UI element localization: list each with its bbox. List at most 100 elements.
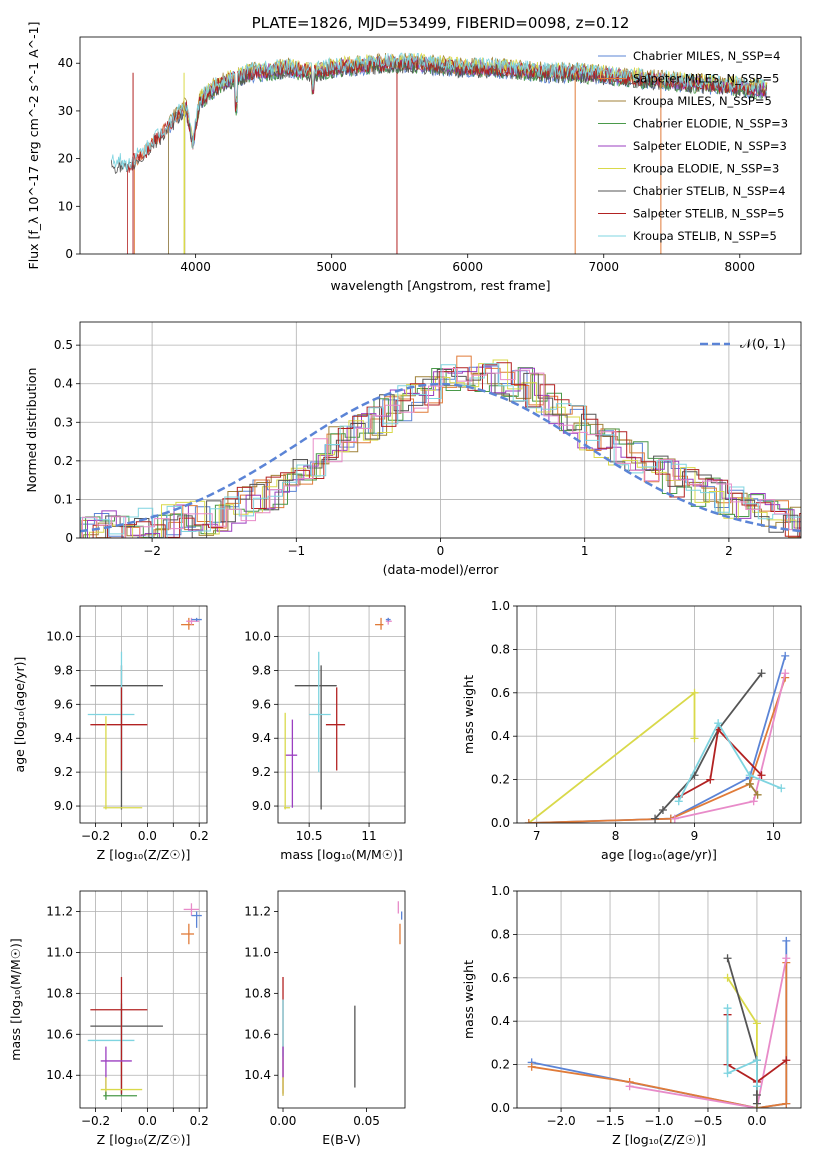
- x-tick-label: −1.0: [644, 1114, 673, 1128]
- axes-frame: [277, 890, 406, 1109]
- mass-weight-line: [629, 958, 788, 1108]
- y-axis-label: mass weight: [461, 960, 476, 1039]
- y-tick-label: 11.2: [244, 904, 271, 918]
- plot-area: [283, 617, 392, 810]
- x-tick-label: 6000: [452, 260, 483, 274]
- mass-weight-marker: [782, 954, 791, 963]
- x-tick-label: 11: [361, 829, 376, 843]
- mass-weight-marker: [527, 1062, 536, 1071]
- panel-6: 0.00 0.05 10.4 10.6 10.8 11.0 11.2 E(B-V): [244, 890, 406, 1147]
- x-tick-label: 0.0: [138, 1114, 157, 1128]
- x-tick-label: 0: [437, 544, 445, 558]
- errorbar-point: [181, 923, 195, 945]
- spectrum-line: [110, 52, 768, 172]
- x-tick-label: −0.5: [693, 1114, 722, 1128]
- legend-label: Kroupa MILES, N_SSP=5: [633, 94, 772, 108]
- chart-title: PLATE=1826, MJD=53499, FIBERID=0098, z=0…: [252, 14, 630, 32]
- normal-reference-curve: [80, 382, 801, 533]
- x-tick-label: 0.0: [747, 1114, 766, 1128]
- x-tick-label: 1: [581, 544, 589, 558]
- mass-weight-marker: [723, 1004, 732, 1013]
- x-axis-label: (data-model)/error: [383, 562, 500, 577]
- axes-frame: [79, 890, 208, 1109]
- y-tick-label: 9.6: [252, 697, 271, 711]
- y-tick-label: 0.2: [491, 1058, 510, 1072]
- y-axis-label: mass [log₁₀(M/M☉)]: [8, 938, 23, 1060]
- y-tick-label: 0.8: [491, 642, 510, 656]
- mass-weight-marker: [745, 779, 754, 788]
- x-tick-label: −2.0: [546, 1114, 575, 1128]
- mass-weight-marker: [714, 719, 723, 728]
- mass-weight-marker: [782, 1099, 791, 1108]
- mass-weight-marker: [745, 771, 754, 780]
- legend-label: Chabrier ELODIE, N_SSP=3: [633, 117, 788, 131]
- x-axis-label: wavelength [Angstrom, rest frame]: [330, 278, 550, 293]
- mass-weight-marker: [723, 973, 732, 982]
- x-tick-label: −1: [287, 544, 305, 558]
- mass-weight-marker: [723, 1069, 732, 1078]
- y-tick-label: 10.6: [244, 1027, 271, 1041]
- legend-label: Kroupa STELIB, N_SSP=5: [633, 229, 777, 243]
- errorbar-point: [385, 617, 391, 622]
- plot-area: [527, 936, 791, 1108]
- x-axis-label: mass [log₁₀(M/M☉)]: [280, 847, 402, 862]
- plot-area: [524, 651, 790, 823]
- x-tick-label: −2: [143, 544, 161, 558]
- axes-frame: [79, 36, 802, 255]
- mass-weight-marker: [690, 688, 699, 697]
- y-tick-label: 11.0: [46, 945, 73, 959]
- y-tick-label: 0.0: [491, 1101, 510, 1115]
- y-tick-label: 9.0: [54, 799, 73, 813]
- x-tick-label: 0.2: [190, 1114, 209, 1128]
- histogram-series: [92, 362, 801, 538]
- mass-weight-marker: [670, 814, 679, 823]
- errorbar-point: [294, 665, 337, 810]
- panel-2: −0.2 0.0 0.2 9.0 9.2 9.4 9.6 9.8 10.0 Z [log₁₀(Z/…: [12, 605, 209, 862]
- y-tick-label: 11.0: [244, 945, 271, 959]
- x-tick-label: 10: [766, 829, 781, 843]
- y-tick-label: 1.0: [491, 884, 510, 898]
- spectrum-line: [184, 52, 768, 254]
- mass-weight-marker: [625, 1082, 634, 1091]
- y-axis-label: Normed distribution: [24, 368, 39, 493]
- x-tick-label: 0.05: [353, 1114, 380, 1128]
- mass-weight-marker: [752, 1082, 761, 1091]
- x-axis-label: Z [log₁₀(Z/Z☉)]: [612, 1132, 706, 1147]
- errorbar-point: [90, 687, 148, 771]
- legend-label: 𝒩(0, 1): [740, 336, 786, 351]
- y-tick-label: 9.8: [54, 663, 73, 677]
- mass-weight-line: [748, 783, 759, 796]
- spectrum-line: [110, 58, 768, 174]
- x-tick-label: 2: [725, 544, 733, 558]
- errorbar-point: [90, 1003, 163, 1096]
- y-tick-label: 0.4: [491, 729, 510, 743]
- x-tick-label: 8: [612, 829, 620, 843]
- y-tick-label: 11.2: [46, 904, 73, 918]
- mass-weight-line: [677, 721, 782, 802]
- y-tick-label: 10.0: [244, 630, 271, 644]
- legend-label: Chabrier STELIB, N_SSP=4: [633, 184, 785, 198]
- mass-weight-marker: [781, 669, 790, 678]
- legend-label: Salpeter STELIB, N_SSP=5: [633, 207, 784, 221]
- errorbar-point: [191, 911, 202, 928]
- panel-3: 10.5 11 9.0 9.2 9.4 9.6 9.8 10.0 mass [log₁₀(M/M…: [244, 605, 406, 862]
- x-axis-label: age [log₁₀(age/yr)]: [601, 847, 717, 862]
- y-tick-label: 0.4: [491, 1014, 510, 1028]
- histogram-series: [88, 359, 801, 538]
- y-tick-label: 0.2: [491, 773, 510, 787]
- errorbar-point: [103, 716, 143, 810]
- histogram-series: [82, 368, 801, 538]
- y-tick-label: 1.0: [491, 599, 510, 613]
- errorbar-point: [283, 712, 290, 810]
- errorbar-point: [183, 903, 200, 916]
- axes-frame: [516, 605, 802, 824]
- y-tick-label: 9.0: [252, 799, 271, 813]
- x-tick-label: −0.2: [81, 1114, 110, 1128]
- y-tick-label: 10.4: [244, 1068, 271, 1082]
- y-tick-label: 10.0: [46, 630, 73, 644]
- legend-label: Kroupa ELODIE, N_SSP=3: [633, 162, 779, 176]
- errorbar-point: [87, 999, 135, 1057]
- plot-area: [110, 52, 768, 254]
- mass-weight-marker: [749, 797, 758, 806]
